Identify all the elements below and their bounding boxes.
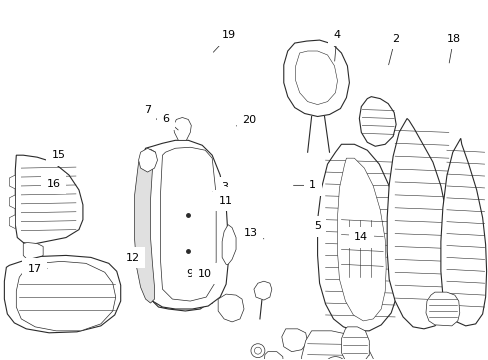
- Text: 6: 6: [162, 114, 169, 124]
- Text: 20: 20: [242, 115, 256, 125]
- Polygon shape: [138, 148, 157, 172]
- Polygon shape: [425, 292, 459, 326]
- Text: 11: 11: [219, 196, 233, 206]
- Polygon shape: [173, 117, 191, 140]
- Text: 10: 10: [197, 269, 211, 279]
- Polygon shape: [150, 251, 215, 311]
- Text: 4: 4: [333, 30, 340, 40]
- Text: 3: 3: [221, 182, 228, 192]
- Polygon shape: [440, 138, 486, 326]
- Polygon shape: [253, 281, 271, 300]
- Polygon shape: [4, 255, 121, 333]
- Text: 8: 8: [225, 192, 232, 202]
- Polygon shape: [386, 118, 451, 329]
- Polygon shape: [9, 175, 15, 189]
- Text: 12: 12: [125, 253, 140, 263]
- Text: 17: 17: [27, 264, 41, 274]
- Polygon shape: [16, 261, 116, 331]
- Text: 7: 7: [143, 105, 150, 115]
- Text: 18: 18: [446, 34, 460, 44]
- Polygon shape: [281, 329, 307, 352]
- Text: 15: 15: [52, 150, 65, 160]
- Polygon shape: [301, 331, 373, 360]
- Polygon shape: [23, 243, 43, 260]
- Polygon shape: [9, 215, 15, 229]
- Text: 2: 2: [391, 34, 398, 44]
- Polygon shape: [218, 294, 244, 322]
- Polygon shape: [9, 195, 15, 209]
- Polygon shape: [337, 158, 386, 321]
- Text: 5: 5: [313, 221, 320, 231]
- Polygon shape: [264, 352, 283, 360]
- Polygon shape: [295, 51, 337, 105]
- Polygon shape: [134, 149, 155, 303]
- Polygon shape: [359, 96, 395, 146]
- Text: 13: 13: [243, 228, 257, 238]
- Text: 19: 19: [222, 30, 236, 40]
- Text: 1: 1: [308, 180, 315, 190]
- Polygon shape: [160, 147, 216, 301]
- Polygon shape: [341, 327, 368, 360]
- Polygon shape: [15, 155, 83, 244]
- Text: 16: 16: [47, 179, 61, 189]
- Text: 14: 14: [353, 232, 367, 242]
- Polygon shape: [317, 144, 398, 331]
- Polygon shape: [138, 140, 227, 309]
- Polygon shape: [283, 40, 349, 117]
- Polygon shape: [222, 225, 236, 264]
- Text: 9: 9: [186, 269, 193, 279]
